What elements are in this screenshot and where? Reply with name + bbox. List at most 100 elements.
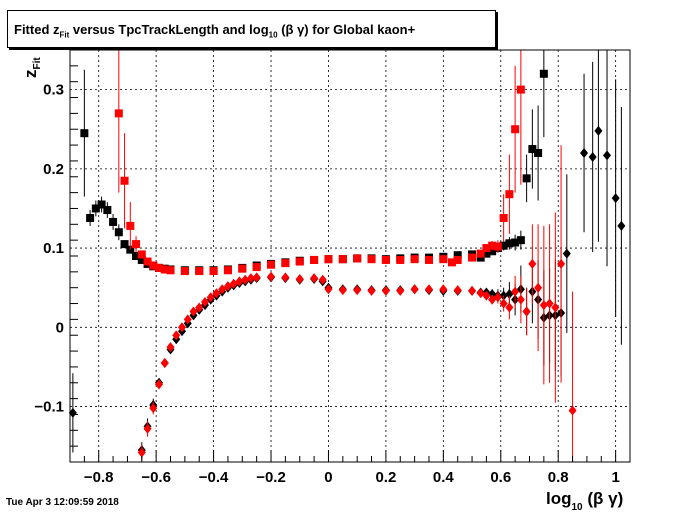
diamond-marker	[562, 248, 571, 259]
diamond-marker	[381, 285, 390, 296]
square-marker	[281, 259, 290, 268]
diamond-marker	[149, 403, 158, 414]
square-marker	[505, 190, 514, 199]
x-tick-label: 1	[611, 469, 619, 486]
square-marker	[132, 252, 141, 260]
square-marker	[482, 249, 491, 258]
square-marker	[424, 255, 433, 264]
diamond-marker	[195, 302, 204, 313]
diamond-marker	[155, 379, 164, 390]
square-marker	[180, 267, 189, 276]
diamond-marker	[493, 292, 502, 303]
square-marker	[453, 255, 462, 264]
x-tick-label: 0.6	[490, 469, 511, 486]
x-tick-label: −0.8	[84, 469, 114, 486]
diamond-marker	[551, 302, 560, 313]
axes: −0.8 −0.6 −0.4 −0.2 0 0.2 0.4 0.6 0.8 1 −0.1 0 0.1 0.…	[34, 49, 631, 486]
square-marker	[505, 239, 514, 248]
square-marker	[539, 69, 548, 78]
diamond-marker	[499, 298, 508, 309]
square-marker	[516, 236, 525, 245]
square-marker	[252, 263, 261, 272]
diamond-marker	[528, 258, 537, 269]
diamond-marker	[178, 322, 186, 333]
diamond-marker	[611, 193, 620, 204]
square-marker	[86, 213, 95, 222]
square-marker	[499, 241, 508, 250]
title-subscript: Fit	[59, 30, 70, 40]
square-marker	[132, 240, 141, 249]
diamond-marker	[539, 300, 548, 311]
diamond-marker	[588, 151, 597, 162]
square-marker	[488, 247, 497, 256]
diamond-marker	[206, 292, 215, 303]
square-marker	[295, 257, 304, 266]
square-marker	[528, 145, 537, 154]
diamond-marker	[235, 276, 244, 287]
square-marker	[310, 255, 319, 264]
square-marker	[396, 255, 405, 264]
square-marker	[267, 260, 276, 269]
title-part: Fitted z	[14, 22, 60, 37]
square-marker	[353, 254, 362, 263]
square-marker	[114, 109, 123, 118]
diamond-marker	[166, 342, 175, 353]
square-marker	[482, 244, 491, 253]
diamond-marker	[516, 294, 525, 305]
diamond-marker	[137, 447, 146, 458]
square-marker	[166, 266, 175, 275]
square-marker	[476, 249, 485, 258]
data-points	[68, 50, 626, 462]
square-marker	[103, 206, 112, 215]
square-marker	[97, 200, 106, 209]
square-marker	[120, 176, 129, 185]
diamond-marker	[267, 271, 276, 282]
square-marker	[522, 174, 531, 183]
square-marker	[223, 266, 232, 275]
square-marker	[324, 255, 333, 264]
y-tick-label: 0.3	[43, 82, 64, 99]
diamond-marker	[310, 273, 319, 284]
square-marker	[137, 250, 146, 259]
diamond-marker	[453, 285, 462, 296]
x-tick-label: −0.2	[256, 469, 286, 486]
diamond-marker	[468, 285, 477, 296]
diamond-marker	[241, 274, 250, 285]
diamond-marker	[295, 273, 304, 284]
diamond-marker	[439, 284, 448, 295]
square-marker	[468, 253, 477, 262]
diamond-marker	[396, 285, 405, 296]
diamond-marker	[505, 302, 514, 313]
diamond-marker	[617, 220, 626, 231]
square-marker	[499, 213, 508, 222]
square-marker	[453, 251, 462, 260]
chart-title: Fitted zFit versus TpcTrackLength and lo…	[14, 22, 415, 40]
diamond-marker	[568, 405, 577, 416]
square-marker	[195, 267, 204, 276]
square-marker	[155, 263, 164, 272]
diamond-marker	[281, 272, 290, 283]
diamond-marker	[410, 284, 419, 295]
square-marker	[447, 258, 456, 267]
square-marker	[91, 204, 100, 213]
diamond-marker	[522, 306, 531, 317]
diamond-marker	[246, 273, 255, 284]
x-tick-label: 0.8	[548, 469, 569, 486]
x-tick-label: 0.2	[375, 469, 396, 486]
x-tick-label: −0.4	[199, 469, 229, 486]
square-marker	[511, 125, 520, 134]
square-marker	[367, 255, 376, 264]
diamond-marker	[545, 298, 554, 309]
y-tick-label: −0.1	[34, 399, 64, 416]
grid-lines	[70, 50, 630, 462]
plot-frame	[69, 49, 631, 463]
diamond-marker	[534, 282, 543, 293]
x-tick-label: 0.4	[433, 469, 455, 486]
diamond-marker	[212, 288, 221, 299]
square-marker	[109, 217, 118, 226]
x-tick-label: 0	[324, 469, 332, 486]
diamond-marker	[580, 148, 589, 158]
square-marker	[493, 242, 502, 251]
diamond-marker	[557, 258, 566, 269]
diamond-marker	[68, 407, 77, 418]
